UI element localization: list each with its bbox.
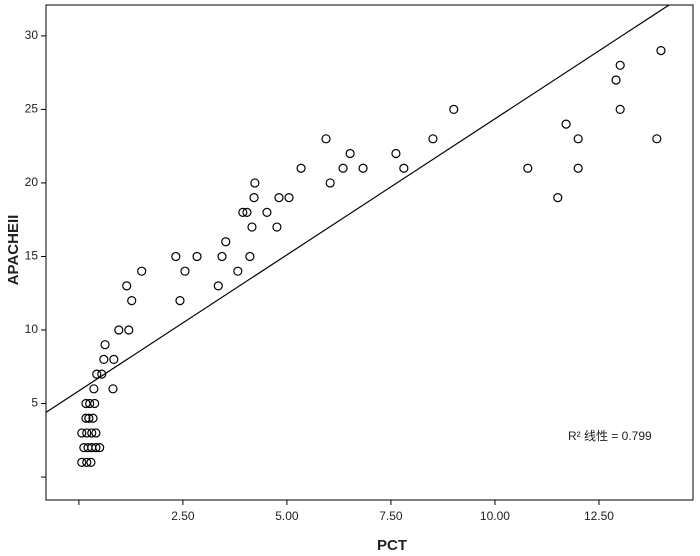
point	[87, 428, 97, 438]
point	[85, 398, 95, 409]
point	[573, 134, 583, 144]
annotation: R² 线性 = 0.799	[568, 429, 652, 443]
point	[77, 428, 87, 438]
x-tick-label: 5.00	[275, 509, 299, 523]
point	[82, 428, 92, 438]
point	[296, 163, 306, 173]
y-tick-label: 5	[31, 396, 38, 410]
y-axis-title: APACHEII	[5, 215, 22, 286]
point	[391, 148, 401, 159]
point	[611, 75, 621, 85]
point	[192, 251, 202, 262]
point	[91, 428, 101, 438]
point	[245, 251, 255, 262]
point	[247, 222, 257, 232]
point	[262, 207, 272, 217]
point	[242, 207, 252, 217]
point	[114, 325, 124, 335]
point	[97, 369, 107, 379]
point	[89, 384, 99, 394]
y-tick-label: 30	[25, 28, 39, 42]
point	[137, 266, 147, 276]
point	[656, 45, 666, 56]
y-tick-label: 15	[25, 249, 39, 263]
point	[124, 325, 134, 335]
point	[399, 163, 409, 173]
point	[86, 457, 96, 467]
plot-frame	[45, 4, 694, 501]
point	[99, 354, 109, 365]
point	[77, 457, 87, 467]
point	[109, 354, 119, 365]
point	[615, 60, 625, 70]
point	[561, 119, 571, 129]
point	[274, 193, 284, 203]
y-tick-label: 10	[25, 322, 39, 336]
point	[449, 104, 459, 115]
point	[238, 207, 248, 217]
point	[180, 266, 190, 276]
point	[523, 163, 533, 173]
point	[217, 251, 227, 262]
point	[615, 104, 625, 115]
x-tick-label: 12.50	[584, 509, 614, 523]
point	[358, 163, 368, 173]
fit-line	[45, 4, 670, 413]
point	[325, 178, 335, 188]
x-tick-label: 2.50	[171, 509, 195, 523]
point	[92, 369, 102, 379]
point	[84, 413, 94, 423]
point	[88, 413, 98, 423]
point	[573, 163, 583, 173]
point	[95, 443, 105, 453]
point	[81, 413, 91, 423]
point	[213, 281, 223, 291]
point	[250, 178, 260, 188]
x-tick-label: 7.50	[379, 509, 403, 523]
point	[272, 222, 282, 232]
point	[553, 193, 563, 203]
point	[338, 163, 348, 173]
point	[321, 134, 331, 144]
point	[428, 134, 438, 144]
y-tick-label: 25	[25, 102, 39, 116]
point	[652, 134, 662, 144]
point	[90, 398, 100, 409]
y-tick-label: 20	[25, 175, 39, 189]
point	[108, 384, 118, 394]
point	[91, 443, 101, 453]
point	[171, 251, 181, 262]
point	[249, 193, 259, 203]
point	[122, 281, 132, 291]
x-tick-label: 10.00	[480, 509, 510, 523]
x-axis-title: PCT	[377, 537, 407, 554]
point	[81, 398, 91, 409]
point	[221, 237, 231, 247]
point	[100, 340, 110, 350]
point	[233, 266, 243, 276]
point	[127, 295, 137, 306]
point	[345, 148, 355, 159]
point	[284, 193, 294, 203]
point	[82, 457, 92, 467]
point	[175, 295, 185, 306]
